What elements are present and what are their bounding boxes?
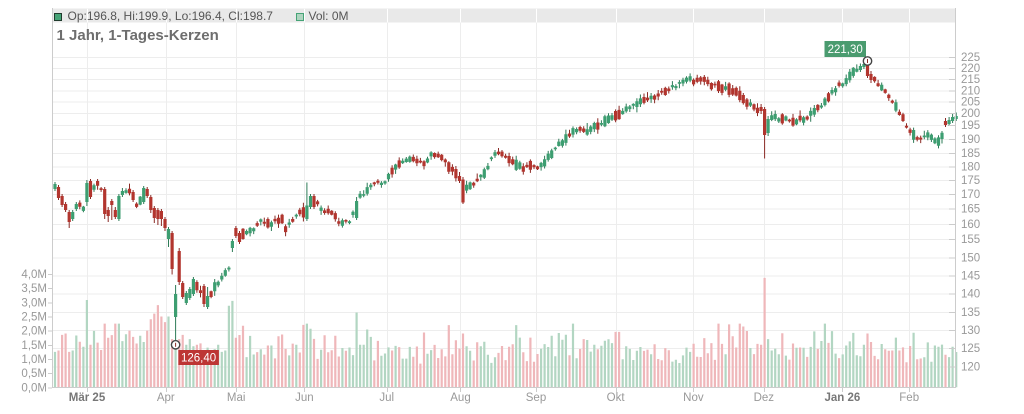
svg-text:220: 220 [961, 63, 980, 75]
svg-text:2,0M: 2,0M [21, 326, 47, 338]
svg-text:175: 175 [961, 175, 980, 187]
svg-text:170: 170 [961, 189, 980, 201]
svg-text:Mai: Mai [227, 392, 246, 404]
svg-text:1,5M: 1,5M [21, 340, 47, 352]
svg-text:155: 155 [961, 234, 980, 246]
svg-text:205: 205 [961, 97, 980, 109]
svg-text:2,5M: 2,5M [21, 312, 47, 324]
svg-text:3,5M: 3,5M [21, 283, 47, 295]
svg-text:Jul: Jul [379, 392, 394, 404]
svg-text:4,0M: 4,0M [21, 269, 47, 281]
svg-text:0,5M: 0,5M [21, 368, 47, 380]
svg-text:165: 165 [961, 204, 980, 216]
svg-text:Jun: Jun [295, 392, 314, 404]
svg-text:Nov: Nov [683, 392, 704, 404]
svg-text:200: 200 [961, 108, 980, 120]
svg-text:Vol: 0M: Vol: 0M [309, 9, 349, 23]
svg-text:190: 190 [961, 134, 980, 146]
svg-text:225: 225 [961, 52, 980, 64]
svg-text:1,0M: 1,0M [21, 354, 47, 366]
svg-text:Op:196.8, Hi:199.9, Lo:196.4,: Op:196.8, Hi:199.9, Lo:196.4, Cl:198.7 [68, 9, 274, 23]
svg-text:150: 150 [961, 252, 980, 264]
svg-text:1 Jahr, 1-Tages-Kerzen: 1 Jahr, 1-Tages-Kerzen [57, 27, 219, 44]
svg-text:Apr: Apr [157, 392, 175, 404]
svg-text:221,30: 221,30 [828, 44, 863, 56]
svg-text:Okt: Okt [607, 392, 626, 404]
svg-text:Aug: Aug [450, 392, 470, 404]
svg-text:3,0M: 3,0M [21, 297, 47, 309]
svg-text:160: 160 [961, 219, 980, 231]
svg-text:Feb: Feb [899, 392, 919, 404]
svg-text:Jan 26: Jan 26 [824, 392, 860, 404]
svg-text:185: 185 [961, 148, 980, 160]
svg-text:0,0M: 0,0M [21, 382, 47, 394]
svg-text:180: 180 [961, 162, 980, 174]
svg-text:140: 140 [961, 289, 980, 301]
svg-text:Mär 25: Mär 25 [69, 392, 106, 404]
svg-text:210: 210 [961, 85, 980, 97]
svg-text:130: 130 [961, 325, 980, 337]
svg-text:120: 120 [961, 361, 980, 373]
svg-text:Dez: Dez [754, 392, 775, 404]
svg-text:195: 195 [961, 120, 980, 132]
svg-text:145: 145 [961, 270, 980, 282]
svg-text:Sep: Sep [526, 392, 546, 404]
svg-text:135: 135 [961, 307, 980, 319]
svg-text:125: 125 [961, 343, 980, 355]
svg-text:126,40: 126,40 [181, 353, 216, 365]
svg-text:215: 215 [961, 74, 980, 86]
